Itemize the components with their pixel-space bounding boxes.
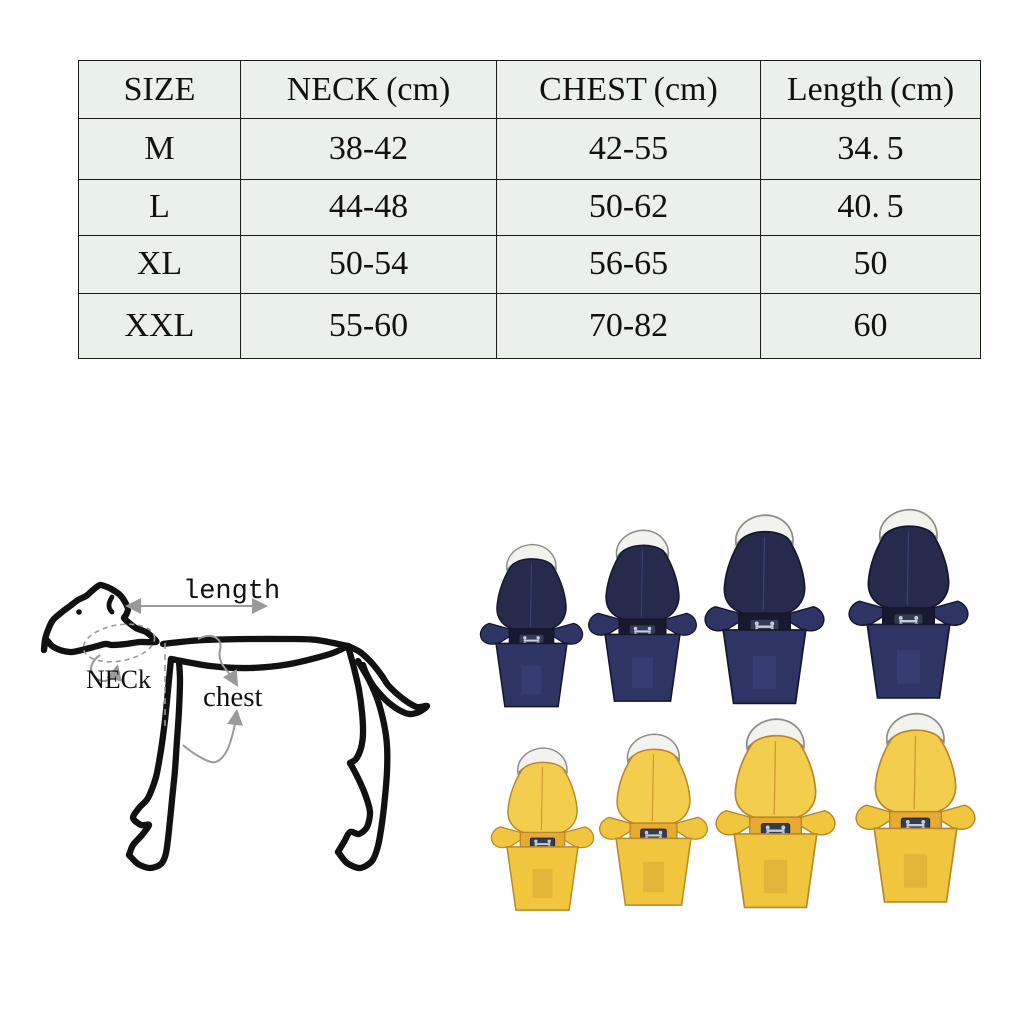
svg-text:chest: chest (203, 681, 263, 713)
svg-text:NECk: NECk (86, 665, 151, 694)
svg-text:length: length (183, 577, 280, 607)
